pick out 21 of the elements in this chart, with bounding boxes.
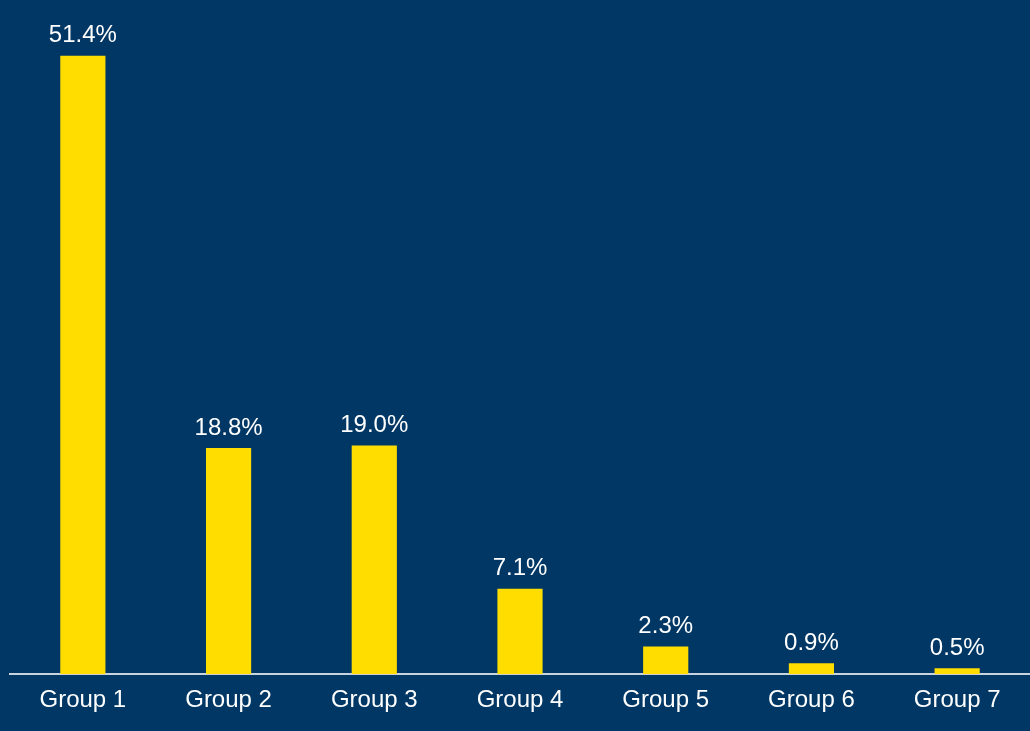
data-label: 51.4%: [48, 20, 117, 48]
data-label: 0.5%: [929, 632, 985, 660]
x-tick-label: Group 2: [185, 685, 272, 713]
x-tick-label: Group 4: [476, 685, 564, 713]
bar: [788, 663, 835, 675]
data-label: 7.1%: [492, 553, 548, 581]
bar: [60, 55, 106, 675]
bar: [205, 447, 252, 675]
x-tick-label: Group 3: [330, 685, 418, 713]
data-label: 0.9%: [784, 627, 839, 655]
bar: [643, 646, 689, 675]
x-tick-label: Group 5: [622, 685, 710, 713]
data-label: 19.0%: [340, 410, 409, 438]
bar: [351, 445, 397, 675]
bar: [497, 588, 543, 675]
x-tick-label: Group 7: [913, 685, 1001, 713]
data-label: 18.8%: [194, 412, 263, 440]
data-label: 2.3%: [638, 611, 694, 639]
bar: [934, 668, 980, 675]
x-tick-label: Group 1: [39, 685, 127, 713]
x-tick-label: Group 6: [768, 685, 855, 713]
